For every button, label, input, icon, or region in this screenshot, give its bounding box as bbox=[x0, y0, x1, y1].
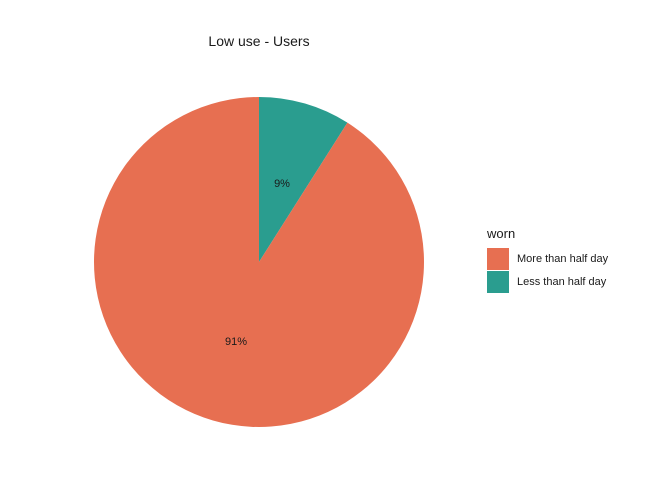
legend-key-more-than-half-day bbox=[487, 247, 509, 270]
legend-item-more-than-half-day: More than half day bbox=[487, 247, 608, 270]
pie-slice-less-than-half-day bbox=[259, 97, 348, 262]
pie-slices bbox=[93, 96, 424, 427]
legend-item-less-than-half-day: Less than half day bbox=[487, 270, 608, 293]
legend-title: worn bbox=[487, 226, 516, 241]
pie-slice-labels: 9% 91% bbox=[225, 178, 290, 348]
legend-key-less-than-half-day bbox=[487, 270, 509, 293]
legend: worn More than half day Less than half d… bbox=[487, 226, 608, 293]
legend-label: More than half day bbox=[517, 252, 609, 265]
pie-slice-label: 9% bbox=[274, 178, 290, 190]
pie-slice-more-than-half-day bbox=[93, 96, 424, 427]
legend-label: Less than half day bbox=[517, 275, 607, 288]
pie-slice-label: 91% bbox=[225, 336, 247, 348]
chart-title: Low use - Users bbox=[208, 33, 310, 49]
